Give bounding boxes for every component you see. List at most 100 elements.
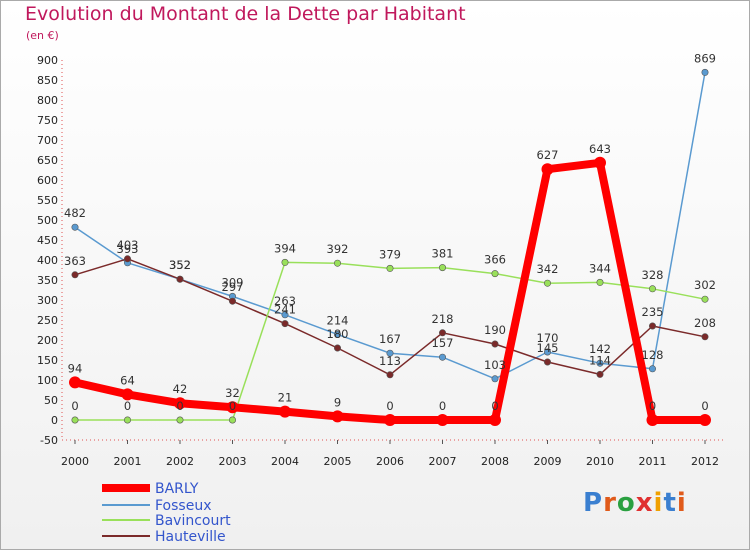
data-labels: 94 64 42 32 21 9 0 0 0 627 643 0 0 482 393 352 309 263 214… xyxy=(64,51,716,413)
data-point-barly xyxy=(331,410,344,423)
data-label-fosseux: 167 xyxy=(379,332,401,346)
data-label-bavincourt: 328 xyxy=(642,268,664,282)
data-point-fosseux xyxy=(701,68,709,76)
data-point-bavincourt xyxy=(438,264,446,272)
data-label-bavincourt: 392 xyxy=(327,242,349,256)
data-label-fosseux: 393 xyxy=(117,242,139,256)
data-point-hauteville xyxy=(176,275,184,283)
data-point-fosseux xyxy=(333,330,341,338)
data-point-barly xyxy=(699,414,711,426)
data-point-bavincourt xyxy=(333,259,341,267)
data-point-fosseux xyxy=(596,359,604,367)
data-label-barly: 21 xyxy=(278,391,293,405)
data-point-hauteville xyxy=(333,344,341,352)
data-label-hauteville: 180 xyxy=(327,327,349,341)
y-tick-label: 400 xyxy=(37,254,58,267)
data-label-hauteville: 363 xyxy=(64,254,86,268)
data-point-fosseux xyxy=(438,353,446,361)
data-point-hauteville xyxy=(124,255,132,263)
axes: -50 0 50 100 150 200 250 300 350 400 450 500 550 600 6… xyxy=(37,54,725,468)
data-label-bavincourt: 0 xyxy=(229,399,236,413)
data-label-barly: 32 xyxy=(225,386,240,400)
data-label-hauteville: 145 xyxy=(537,341,559,355)
x-tick-label: 2007 xyxy=(429,455,457,468)
data-point-barly xyxy=(436,414,449,426)
x-tick-label: 2008 xyxy=(481,455,509,468)
data-point-hauteville xyxy=(543,358,551,366)
data-point-hauteville xyxy=(229,297,237,305)
data-point-barly xyxy=(541,163,554,176)
y-tick-label: 250 xyxy=(37,314,58,327)
data-point-bavincourt xyxy=(176,416,184,424)
data-label-barly: 0 xyxy=(649,399,656,413)
data-point-hauteville xyxy=(648,322,656,330)
data-label-hauteville: 241 xyxy=(274,303,296,317)
data-label-barly: 94 xyxy=(68,361,83,375)
data-point-bavincourt xyxy=(491,270,499,278)
chart-title: Evolution du Montant de la Dette par Hab… xyxy=(25,3,466,25)
data-label-fosseux: 157 xyxy=(432,336,454,350)
x-tick-label: 2012 xyxy=(691,455,719,468)
data-point-fosseux xyxy=(543,348,551,356)
data-point-barly xyxy=(121,388,134,401)
data-label-barly: 0 xyxy=(386,399,393,413)
data-label-fosseux: 128 xyxy=(642,348,664,362)
data-point-hauteville xyxy=(386,371,394,379)
y-tick-label: 550 xyxy=(37,194,58,207)
data-point-fosseux xyxy=(281,311,289,319)
data-point-barly xyxy=(489,414,501,426)
data-label-fosseux: 103 xyxy=(484,358,506,372)
data-point-bavincourt xyxy=(229,416,237,424)
y-tick-label: 100 xyxy=(37,374,58,387)
data-point-bavincourt xyxy=(648,285,656,293)
data-label-barly: 0 xyxy=(701,399,708,413)
data-point-fosseux xyxy=(71,223,79,231)
data-label-hauteville: 297 xyxy=(222,280,244,294)
y-tick-label: 900 xyxy=(37,54,58,67)
data-point-bavincourt xyxy=(386,264,394,272)
x-tick-label: 2009 xyxy=(534,455,562,468)
x-tick-label: 2001 xyxy=(114,455,142,468)
x-tick-label: 2010 xyxy=(586,455,614,468)
data-point-hauteville xyxy=(281,320,289,328)
legend-label-bavincourt: Bavincourt xyxy=(155,513,231,529)
y-tick-label: 150 xyxy=(37,354,58,367)
y-tick-label: 750 xyxy=(37,114,58,127)
data-label-fosseux: 263 xyxy=(274,294,296,308)
y-tick-label: 300 xyxy=(37,294,58,307)
data-point-bavincourt xyxy=(596,278,604,286)
data-point-barly xyxy=(279,405,291,418)
data-label-fosseux: 142 xyxy=(589,342,611,356)
y-tick-label: 700 xyxy=(37,134,58,147)
data-label-bavincourt: 366 xyxy=(484,253,506,267)
data-point-bavincourt xyxy=(543,279,551,287)
x-tick-label: 2002 xyxy=(166,455,194,468)
data-label-hauteville: 208 xyxy=(694,316,716,330)
data-label-hauteville: 235 xyxy=(642,305,664,319)
x-tick-label: 2005 xyxy=(324,455,352,468)
data-label-fosseux: 869 xyxy=(694,51,716,65)
data-point-hauteville xyxy=(438,329,446,337)
data-label-bavincourt: 379 xyxy=(379,247,401,261)
data-label-fosseux: 309 xyxy=(222,275,244,289)
series-line-barly xyxy=(71,158,709,424)
data-label-barly: 0 xyxy=(439,399,446,413)
data-label-fosseux: 214 xyxy=(327,313,349,327)
x-tick-label: 2004 xyxy=(271,455,299,468)
data-label-bavincourt: 0 xyxy=(124,399,131,413)
data-point-barly xyxy=(226,401,239,414)
x-tick-label: 2011 xyxy=(639,455,667,468)
data-label-hauteville: 403 xyxy=(117,238,139,252)
data-label-hauteville: 352 xyxy=(169,258,191,272)
data-point-hauteville xyxy=(491,340,499,348)
data-label-hauteville: 113 xyxy=(379,354,401,368)
data-label-bavincourt: 0 xyxy=(176,399,183,413)
data-label-barly: 627 xyxy=(537,148,559,162)
y-tick-label: 500 xyxy=(37,214,58,227)
data-label-hauteville: 114 xyxy=(589,353,611,367)
data-point-barly xyxy=(594,156,606,169)
data-label-fosseux: 352 xyxy=(169,258,191,272)
data-label-barly: 64 xyxy=(120,373,135,387)
